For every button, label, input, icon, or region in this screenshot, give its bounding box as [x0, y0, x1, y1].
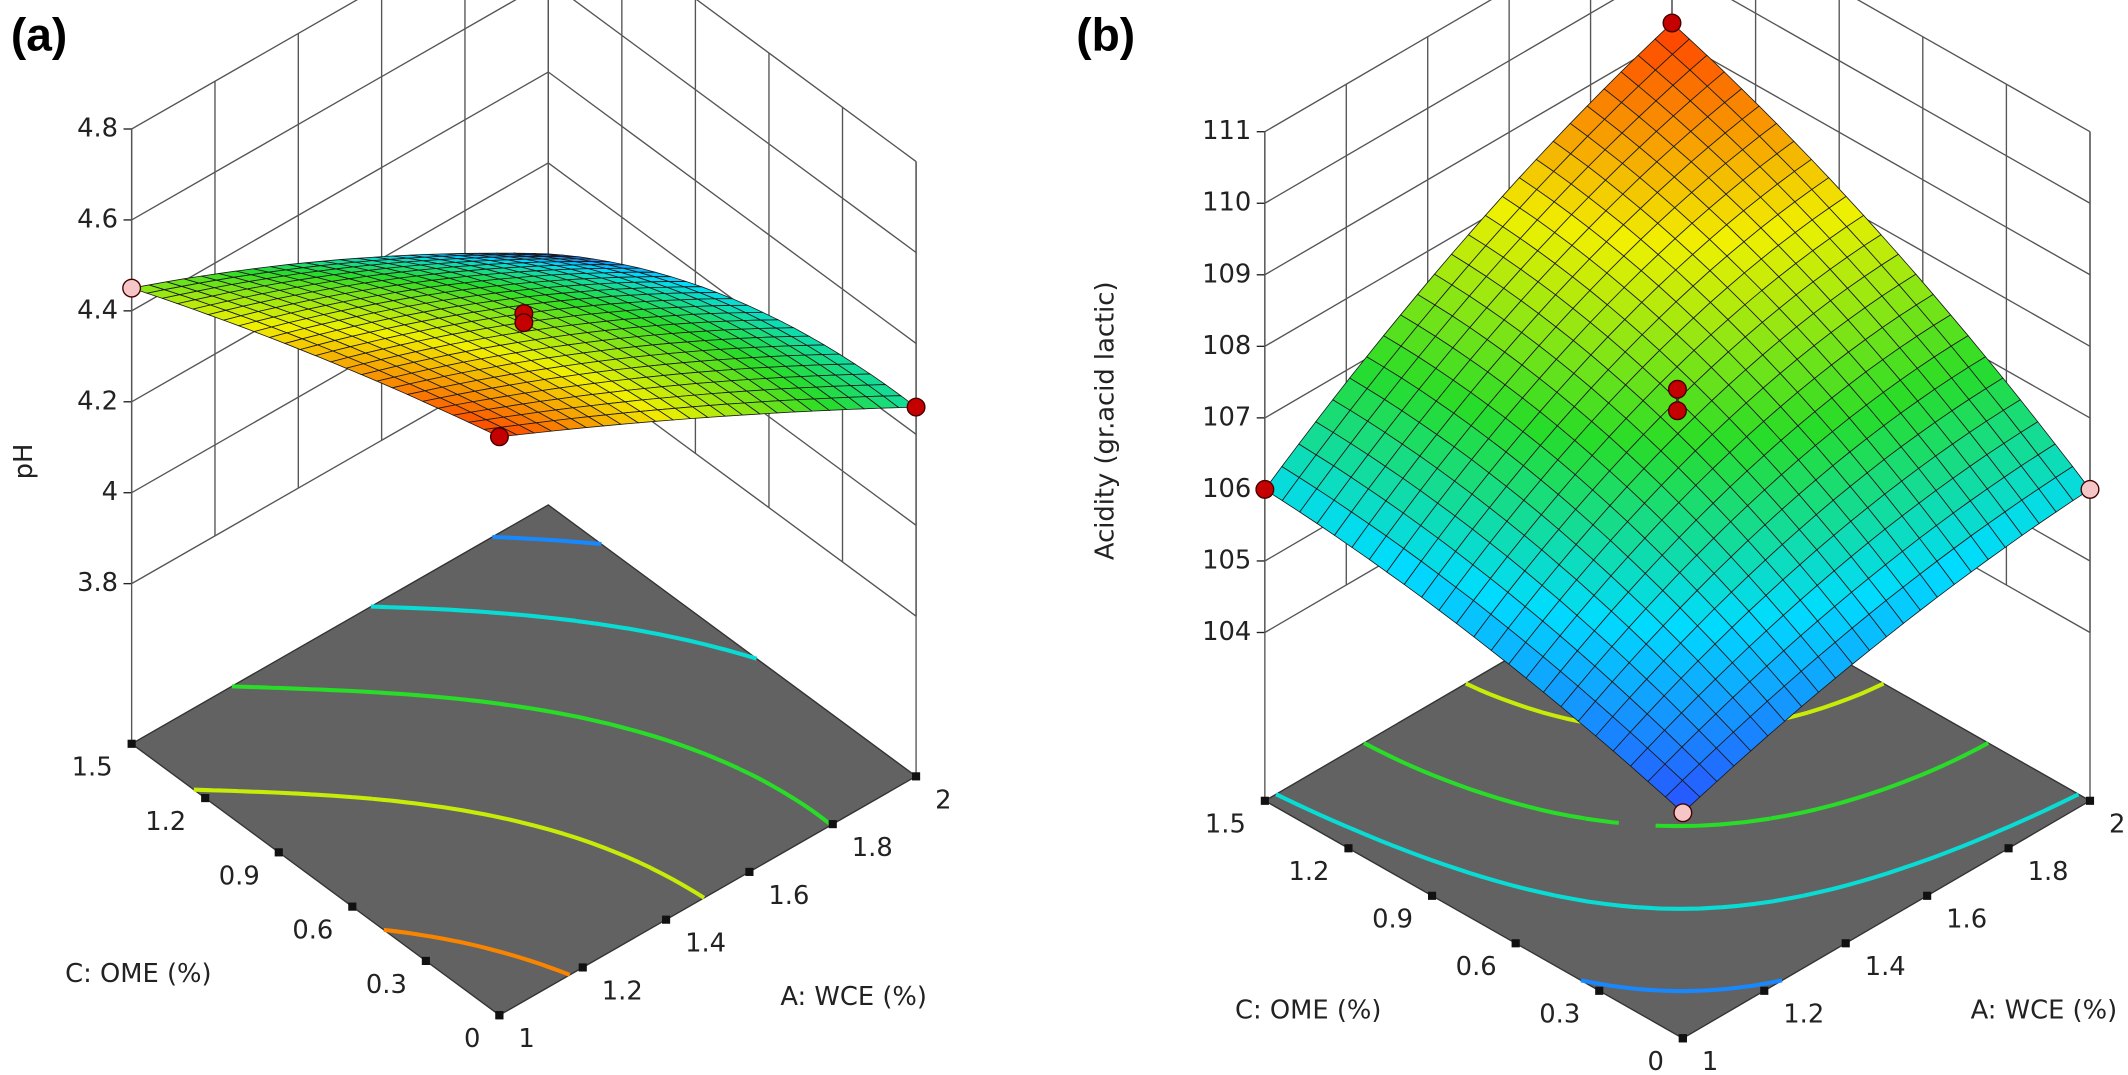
y-tick — [495, 1011, 504, 1020]
contour-line — [1275, 792, 2080, 911]
z-tick-label: 107 — [1202, 402, 1251, 432]
wall-grid-line — [1264, 0, 2091, 204]
z-tick-label: 109 — [1202, 259, 1251, 289]
x-tick — [912, 772, 921, 781]
panel-label: (a) — [11, 8, 67, 60]
x-tick-label: 1 — [1702, 1047, 1718, 1075]
z-tick-label: 4 — [102, 477, 118, 507]
y-tick-label: 1.2 — [145, 807, 186, 837]
contour-line — [370, 604, 758, 661]
z-tick-label: 4.2 — [77, 386, 118, 416]
x-tick — [578, 963, 587, 972]
y-tick — [1344, 844, 1353, 853]
contour-line — [231, 684, 833, 827]
x-axis-label: A: WCE (%) — [780, 982, 927, 1012]
x-tick — [662, 915, 671, 924]
contour-line — [492, 534, 602, 547]
contour-line — [193, 787, 706, 900]
contour-line — [1580, 978, 1783, 994]
contour-line — [1362, 741, 1990, 829]
z-tick-label: 4.8 — [77, 114, 118, 144]
z-axis-label: pH — [9, 444, 39, 480]
y-tick — [1511, 939, 1520, 948]
design-point — [2080, 479, 2100, 499]
y-axis-label: C: OME (%) — [65, 959, 211, 989]
y-tick — [274, 848, 283, 857]
x-tick-label: 1.8 — [852, 833, 893, 863]
z-axis-label: Acidity (gr.acid lactic) — [1091, 281, 1121, 560]
design-point — [1662, 13, 1682, 33]
floor — [130, 504, 918, 1017]
z-tick-label: 4.6 — [77, 204, 118, 234]
x-tick — [1923, 891, 1932, 900]
x-tick — [2085, 796, 2095, 805]
y-tick-label: 1.2 — [1288, 857, 1329, 887]
x-tick-label: 1.4 — [685, 929, 726, 959]
design-point — [1255, 479, 1275, 499]
z-tick-label: 4.4 — [77, 295, 118, 325]
design-point — [122, 278, 142, 298]
x-tick-label: 2 — [935, 785, 951, 815]
wall-grid-line — [131, 0, 917, 254]
x-tick-label: 1.8 — [2028, 857, 2069, 887]
y-tick-label: 0.9 — [219, 861, 260, 891]
surface — [131, 252, 918, 438]
x-tick — [2004, 844, 2013, 853]
x-tick-label: 1 — [518, 1024, 534, 1054]
z-tick-label: 108 — [1202, 331, 1251, 361]
design-point — [1673, 803, 1693, 823]
y-tick-label: 1.5 — [72, 753, 113, 783]
x-tick-label: 1.2 — [602, 976, 643, 1006]
wall-grid-line — [131, 0, 917, 163]
y-tick — [1427, 891, 1437, 900]
surface-chart: 3.8 4 4.2 4.4 4.6 4.8 1 1.2 1.4 1.6 1.8 2 0 0.3 0.6 0.9… — [9, 0, 951, 1054]
y-tick — [127, 739, 136, 748]
y-tick-label: 0.3 — [366, 970, 407, 1000]
y-tick — [348, 902, 357, 911]
z-tick-label: 105 — [1202, 545, 1251, 575]
y-tick-label: 0 — [464, 1024, 480, 1054]
y-tick — [1260, 796, 1269, 805]
y-tick — [201, 794, 210, 803]
y-tick-label: 0.9 — [1372, 905, 1413, 935]
y-tick — [421, 956, 430, 965]
y-tick — [1595, 986, 1604, 995]
y-tick-label: 1.5 — [1205, 810, 1246, 840]
y-tick-label: 0 — [1647, 1047, 1663, 1075]
design-point — [906, 397, 926, 417]
x-tick-label: 1.4 — [1865, 952, 1906, 982]
design-point — [1667, 379, 1687, 399]
y-tick-label: 0.6 — [292, 916, 333, 946]
z-tick-label: 111 — [1202, 116, 1251, 146]
contour-line — [383, 927, 571, 977]
z-tick-label: 110 — [1202, 188, 1251, 218]
x-tick-label: 1.2 — [1783, 1000, 1824, 1030]
z-tick-label: 106 — [1202, 474, 1251, 504]
x-tick — [1841, 939, 1850, 948]
surface — [1264, 22, 2091, 814]
y-tick — [1678, 1034, 1687, 1043]
y-axis-label: C: OME (%) — [1235, 996, 1381, 1026]
surface-chart: 10410510610710810911011111.21.41.61.8200… — [1076, 0, 2125, 1075]
panel-label: (b) — [1076, 8, 1135, 60]
wall-grid-line — [1264, 0, 2091, 133]
x-tick — [828, 820, 837, 829]
wall-grid-line — [131, 71, 917, 344]
x-tick-label: 1.6 — [768, 881, 809, 911]
design-point — [1667, 401, 1687, 421]
x-tick-label: 2 — [2109, 810, 2125, 840]
y-tick-label: 0.3 — [1539, 1000, 1580, 1030]
y-tick-label: 0.6 — [1456, 952, 1497, 982]
x-axis-label: A: WCE (%) — [1971, 996, 2118, 1026]
design-point — [489, 427, 509, 447]
surface-patch — [1664, 779, 1701, 814]
design-point — [514, 313, 534, 333]
x-tick-label: 1.6 — [1946, 905, 1987, 935]
x-tick — [745, 867, 754, 876]
x-tick — [1760, 986, 1769, 995]
z-tick-label: 3.8 — [77, 568, 118, 598]
z-tick-label: 104 — [1202, 617, 1251, 647]
